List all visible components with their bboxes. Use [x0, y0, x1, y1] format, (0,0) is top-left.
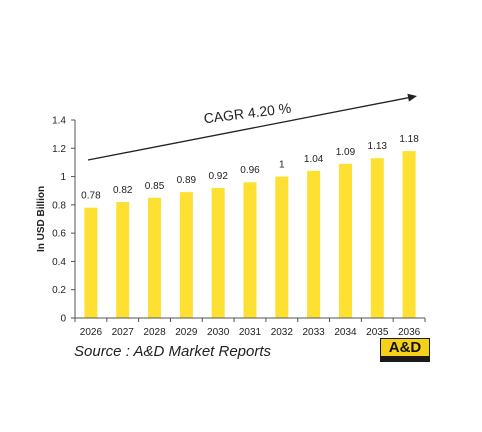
bar	[243, 182, 257, 318]
bar-value-label: 0.89	[177, 175, 197, 186]
x-tick-label: 2027	[112, 327, 135, 338]
bar	[84, 207, 98, 318]
x-axis: 2026 2027 2028 2029 2030 2031 2032 2033 2034 2035…	[74, 317, 426, 338]
y-tick-label: 1	[60, 172, 66, 183]
bar-value-label: 0.82	[113, 185, 133, 196]
x-tick-label: 2032	[271, 327, 294, 338]
x-tick-label: 2034	[334, 327, 357, 338]
x-tick-label: 2030	[207, 327, 230, 338]
bar-value-label: 0.78	[81, 191, 101, 202]
bar-value-label: 0.96	[240, 165, 260, 176]
cagr-arrow-line	[87, 96, 412, 161]
y-tick-label: 1.2	[52, 144, 66, 155]
y-tick-label: 0	[60, 314, 66, 325]
x-tick-label: 2028	[143, 327, 166, 338]
x-tick-label: 2026	[80, 327, 103, 338]
bar-value-label: 1.18	[399, 134, 419, 145]
bar	[211, 187, 225, 318]
y-tick-label: 1.4	[52, 116, 66, 127]
bar-value-label: 0.85	[145, 181, 165, 192]
x-tick-label: 2031	[239, 327, 262, 338]
bar	[116, 202, 130, 318]
bar	[307, 170, 321, 318]
y-axis-label: In USD Billion	[36, 186, 47, 252]
bar-value-label: 1.09	[336, 147, 356, 158]
y-tick-label: 0.8	[52, 200, 66, 211]
bar-value-label: 1.13	[368, 141, 388, 152]
bar-value-label: 1	[279, 160, 285, 171]
y-tick-label: 0.2	[52, 285, 66, 296]
y-axis: 0 0.2 0.4 0.6 0.8 1 1.2 1.4 In USD Billion	[36, 116, 76, 325]
logo-text: A&D	[388, 339, 422, 356]
bar	[179, 192, 193, 318]
x-tick-label: 2033	[303, 327, 326, 338]
bar-value-label: 1.04	[304, 154, 324, 165]
cagr-arrow-head	[407, 93, 417, 102]
x-tick-label: 2035	[366, 327, 389, 338]
source-caption: Source : A&D Market Reports	[74, 343, 272, 360]
bar	[148, 197, 162, 318]
x-tick-label: 2036	[398, 327, 421, 338]
bar	[338, 163, 352, 318]
bar	[402, 151, 416, 318]
brand-logo: A&D	[380, 338, 430, 362]
y-tick-label: 0.6	[52, 229, 66, 240]
logo-strip	[381, 356, 429, 361]
x-tick-label: 2029	[175, 327, 198, 338]
bars: 0.78 0.82 0.85 0.89 0.92 0.96 1 1.04 1.09 1.13 1.1…	[81, 134, 419, 318]
y-tick-label: 0.4	[52, 257, 66, 268]
bar-value-label: 0.92	[208, 171, 228, 182]
bar	[370, 158, 384, 318]
bar	[275, 176, 289, 318]
